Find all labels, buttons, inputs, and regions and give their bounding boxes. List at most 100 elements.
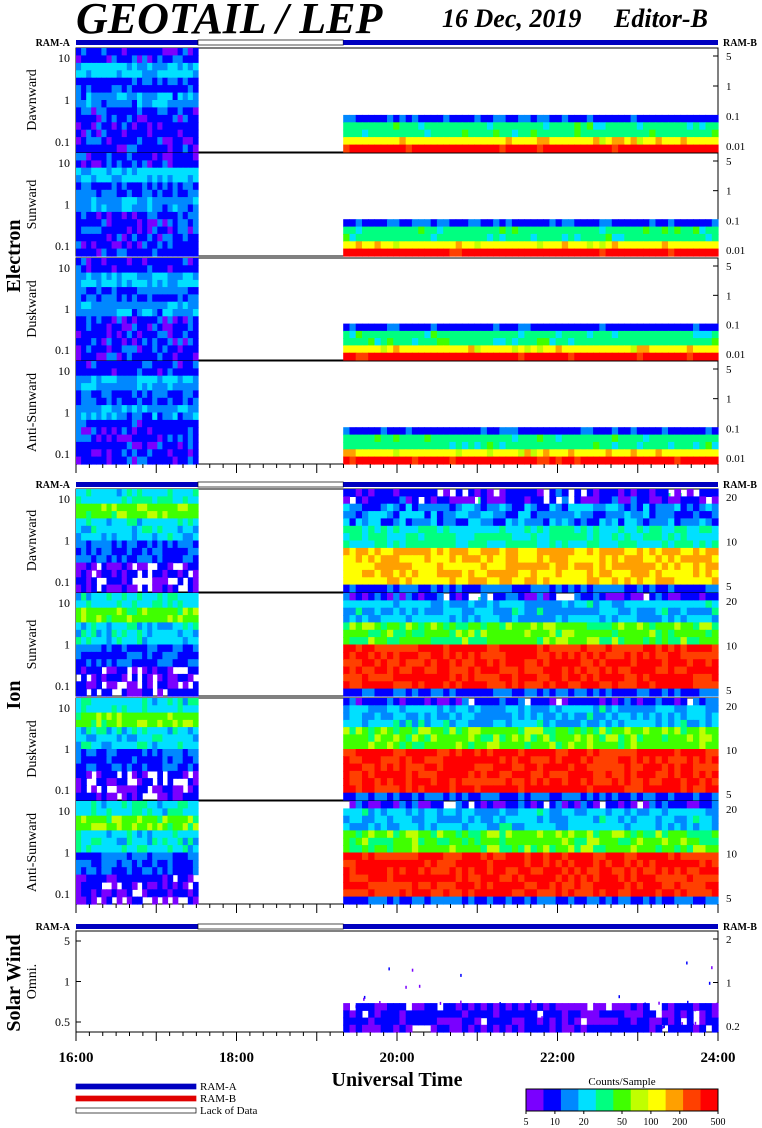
right-tick-label: 10	[726, 745, 738, 757]
x-tick-label: 22:00	[540, 1050, 575, 1066]
left-tick-label: 0.1	[55, 783, 70, 797]
left-tick-label: 0.1	[55, 887, 70, 901]
heatmap-left	[76, 361, 199, 465]
left-tick-label: 1	[64, 638, 70, 652]
left-tick-label: 10	[58, 51, 70, 65]
colorbar-swatch	[526, 1089, 544, 1111]
legend-label: RAM-A	[200, 1081, 237, 1093]
time-axis-ticks	[75, 464, 719, 473]
ram-bar-a-segment	[343, 40, 718, 45]
right-tick-label: 20	[726, 701, 738, 713]
right-tick-label: 10	[726, 849, 738, 861]
lack-of-data-segment	[197, 39, 344, 46]
right-tick-label: 5	[726, 685, 732, 697]
right-tick-label: 1	[726, 81, 732, 93]
colorbar-swatch	[648, 1089, 667, 1111]
colorbar-tick-label: 10	[550, 1117, 560, 1128]
right-tick-label: 0.01	[726, 245, 745, 257]
colorbar-swatch	[578, 1089, 597, 1111]
section-label: Electron	[3, 220, 25, 293]
heatmap-left	[76, 258, 199, 361]
colorbar-tick-label: 200	[672, 1117, 687, 1128]
heatmap-right	[343, 698, 719, 801]
heatmap-right	[343, 1003, 719, 1033]
panel-label: Anti-Sunward	[25, 373, 40, 452]
x-tick-label: 16:00	[59, 1050, 94, 1066]
colorbar-title: Counts/Sample	[588, 1076, 655, 1088]
colorbar-tick-label: 500	[711, 1117, 726, 1128]
colorbar-tick-label: 100	[643, 1117, 658, 1128]
heatmap-right	[343, 427, 719, 465]
legend-swatch	[75, 1083, 197, 1090]
colorbar-tick-label: 5	[524, 1117, 529, 1128]
colorbar-swatch	[543, 1089, 562, 1111]
right-tick-label: 5	[726, 51, 732, 63]
legend-swatch	[75, 1095, 197, 1102]
ram-bar-a-segment	[76, 482, 198, 487]
ram-right-label: RAM-B	[723, 922, 757, 933]
panel-label: Anti-Sunward	[25, 813, 40, 892]
colorbar: Counts/Sample 5 10 20 50 100 200 500	[524, 1076, 726, 1128]
left-tick-label: 10	[58, 804, 70, 818]
heatmap-left	[76, 153, 199, 257]
colorbar-swatch	[595, 1089, 614, 1111]
heatmap-left	[76, 698, 199, 801]
heatmap-right	[343, 489, 719, 593]
right-tick-label: 10	[726, 641, 738, 653]
ram-bar-1: RAM-A RAM-B	[36, 38, 758, 49]
colorbar-tick-label: 20	[579, 1117, 589, 1128]
right-tick-label: 5	[726, 364, 732, 376]
colorbar-swatch	[700, 1089, 719, 1111]
heatmap-left	[76, 48, 199, 153]
right-tick-label: 0.1	[726, 320, 740, 332]
heatmap-right	[343, 593, 719, 697]
legend-label: RAM-B	[200, 1093, 236, 1105]
left-tick-label: 1	[64, 742, 70, 756]
x-tick-label: 18:00	[219, 1050, 254, 1066]
colorbar-tick-label: 50	[617, 1117, 627, 1128]
right-tick-label: 1	[726, 394, 732, 406]
ram-bar-a-segment	[76, 40, 198, 45]
right-tick-label: 1	[726, 186, 732, 198]
right-tick-label: 0.01	[726, 141, 745, 153]
legend-label: Lack of Data	[200, 1105, 258, 1117]
legend-swatch	[75, 1107, 197, 1114]
left-tick-label: 0.1	[55, 679, 70, 693]
right-tick-label: 20	[726, 804, 738, 816]
ram-bar-3: RAM-A RAM-B	[36, 922, 758, 933]
left-tick-label: 0.1	[55, 575, 70, 589]
right-tick-label: 1	[726, 290, 732, 302]
left-tick-label: 1	[64, 302, 70, 316]
left-tick-label: 10	[58, 596, 70, 610]
time-axis-ticks	[75, 904, 719, 913]
editor-label: Editor-B	[613, 4, 708, 33]
right-tick-label: 5	[726, 893, 732, 905]
left-tick-label: 1	[64, 406, 70, 420]
panel-label: Duskward	[25, 720, 40, 778]
left-tick-label: 0.1	[55, 447, 70, 461]
lack-of-data-segment	[197, 481, 344, 488]
left-tick-label: 0.1	[55, 135, 70, 149]
heatmap-right	[343, 801, 719, 905]
x-tick-label: 24:00	[701, 1050, 736, 1066]
right-tick-label: 10	[726, 537, 738, 549]
ram-bar-a-segment	[343, 482, 718, 487]
heatmap-right	[343, 219, 719, 257]
panel-label: Sunward	[25, 180, 40, 230]
panel-label: Sunward	[25, 620, 40, 670]
ram-left-label: RAM-A	[36, 480, 71, 491]
left-tick-label: 0.1	[55, 343, 70, 357]
panel-label: Omni.	[25, 964, 40, 999]
heatmap-right	[343, 114, 719, 153]
colorbar-swatch	[630, 1089, 649, 1111]
panel-label: Dawnward	[25, 510, 40, 571]
x-axis-title: Universal Time	[332, 1069, 463, 1091]
heatmap-left	[76, 801, 199, 905]
right-tick-label: 0.01	[726, 349, 745, 361]
section-label: Solar Wind	[3, 934, 25, 1031]
time-axis-ticks	[75, 1032, 719, 1041]
panel-label: Dawnward	[25, 69, 40, 130]
x-tick-label: 20:00	[380, 1050, 415, 1066]
left-tick-label: 10	[58, 261, 70, 275]
